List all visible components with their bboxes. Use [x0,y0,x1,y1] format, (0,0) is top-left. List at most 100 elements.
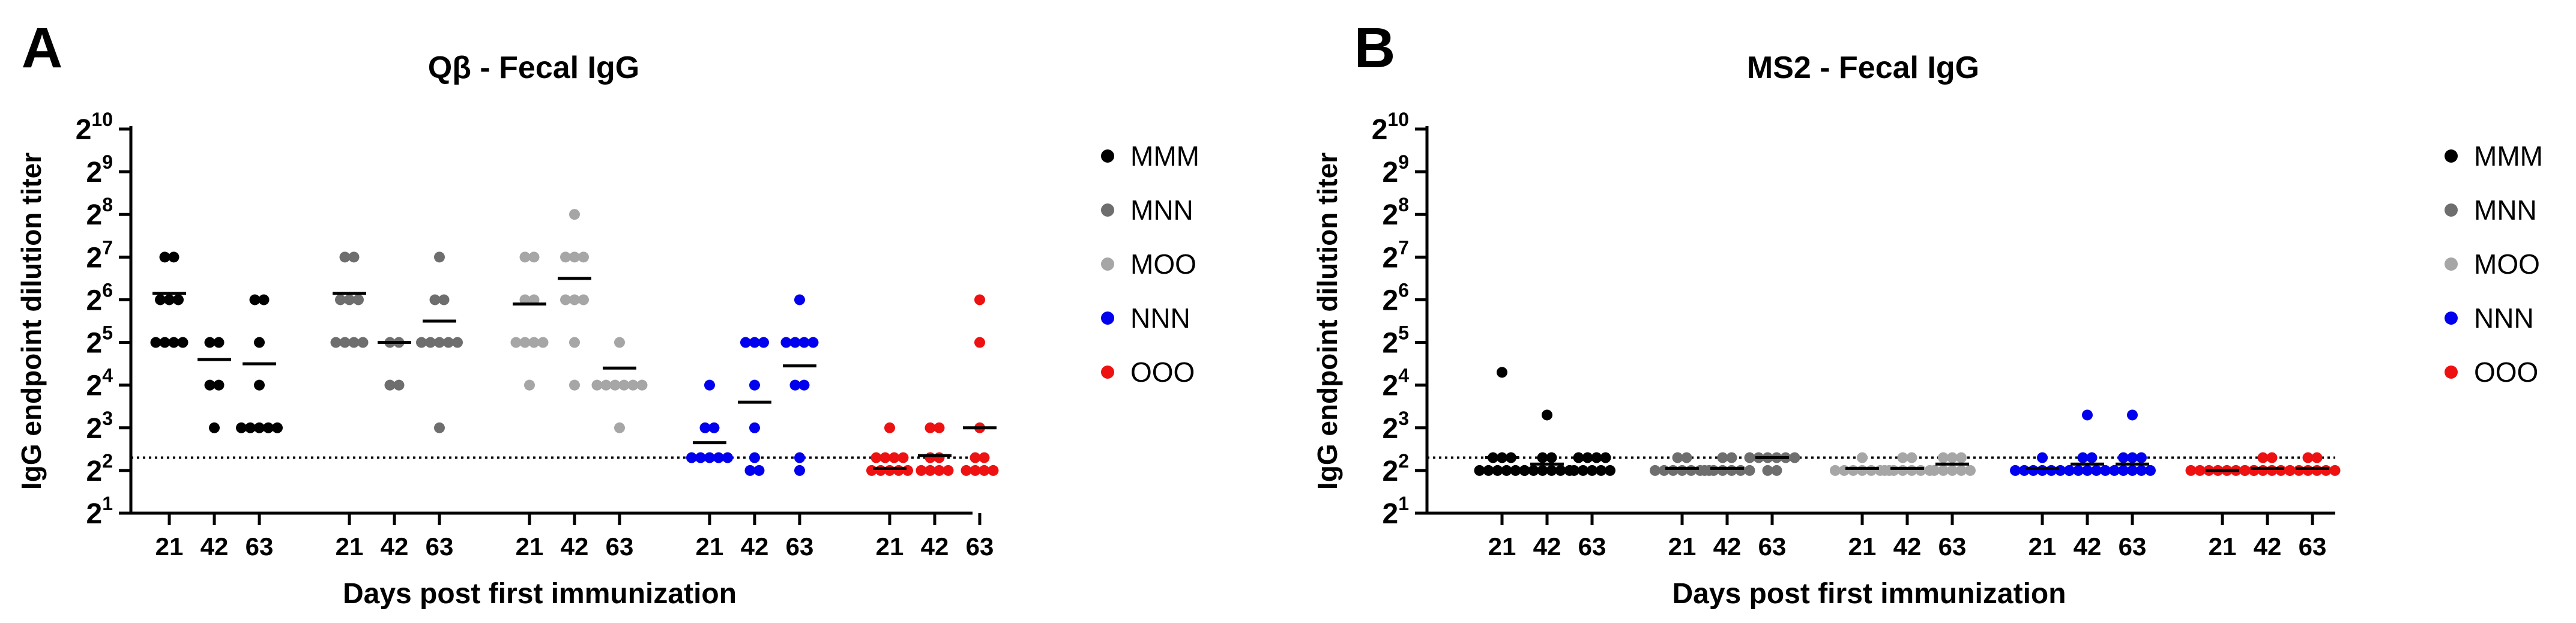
y-tick-exponent: 10 [91,109,113,130]
data-point-nnn [2064,465,2075,476]
x-tick-label: 63 [426,532,454,561]
data-point-mmm [204,337,216,348]
data-point-mnn [438,294,450,305]
data-point-mmm [159,337,170,348]
data-point-mnn [393,379,405,391]
y-tick-base: 2 [1372,114,1388,146]
data-point-mnn [452,337,463,348]
data-point-moo [591,379,603,391]
x-tick-label: 42 [1713,532,1742,561]
data-point-mnn [425,337,436,348]
data-point-ooo [979,452,990,463]
data-point-mmm [213,337,225,348]
y-tick-exponent: 4 [102,365,113,387]
data-point-moo [569,379,580,391]
data-point-nnn [699,422,711,433]
data-point-nnn [708,422,720,433]
data-point-nnn [740,337,751,348]
data-point-nnn [2091,465,2102,476]
y-tick-label: 28 [86,194,113,231]
y-tick-exponent: 2 [1398,450,1409,472]
data-point-moo [1965,465,1976,476]
data-point-mnn [1744,465,1755,476]
data-point-ooo [2266,452,2278,463]
x-tick-label: 21 [336,532,364,561]
x-tick-label: 42 [561,532,589,561]
data-point-ooo [897,452,909,463]
data-point-moo [528,337,540,348]
data-point-moo [510,337,522,348]
data-point-mnn [348,251,360,263]
y-tick-exponent: 7 [102,236,113,258]
data-point-mnn [1717,452,1728,463]
y-tick-base: 2 [86,498,103,530]
data-point-mmm [1587,465,1597,476]
x-tick-label: 63 [966,532,994,561]
x-tick-label: 63 [1578,532,1606,561]
y-tick-label: 22 [86,450,113,487]
data-point-mmm [1492,465,1503,476]
data-point-mmm [263,422,274,433]
data-point-mmm [213,379,225,391]
x-tick-label: 21 [1668,532,1697,561]
y-tick-base: 2 [86,199,103,231]
data-point-ooo [902,465,913,476]
x-tick-label: 21 [2209,532,2237,561]
data-point-ooo [870,452,882,463]
data-point-moo [578,294,589,305]
data-point-mmm [1519,465,1530,476]
legend-marker-moo [1101,257,1114,271]
data-point-nnn [753,465,765,476]
data-point-moo [528,294,540,305]
data-point-nnn [2109,465,2120,476]
x-tick-label: 63 [2299,532,2327,561]
data-point-mmm [209,422,220,433]
data-point-ooo [961,465,972,476]
panel-label: B [1354,16,1396,80]
data-point-nnn [2077,452,2089,463]
data-point-mmm [1474,465,1485,476]
y-tick-base: 2 [1383,199,1399,231]
y-tick-exponent: 6 [1398,279,1409,301]
x-tick-label: 63 [786,532,814,561]
data-point-moo [1929,465,1940,476]
data-point-nnn [2127,465,2138,476]
data-point-nnn [758,337,769,348]
y-tick-base: 2 [86,242,103,274]
x-tick-label: 21 [1848,532,1877,561]
legend-label-nnn: NNN [2474,302,2534,334]
y-tick-label: 26 [86,279,113,316]
data-point-mnn [339,337,351,348]
data-point-mmm [168,251,179,263]
data-point-ooo [970,465,981,476]
data-point-mmm [159,251,170,263]
data-point-mmm [1497,367,1507,378]
data-point-mnn [1771,465,1782,476]
data-point-mmm [1501,465,1512,476]
x-tick-label: 42 [2254,532,2282,561]
legend-label-mmm: MMM [1130,140,1199,172]
data-point-nnn [713,452,724,463]
data-point-mmm [150,337,161,348]
data-point-moo [560,251,571,263]
data-point-mmm [1542,409,1552,421]
x-tick-label: 42 [381,532,409,561]
data-point-nnn [2100,465,2111,476]
data-point-mmm [254,337,265,348]
legend-label-mmm: MMM [2474,140,2543,172]
data-point-mnn [1726,452,1737,463]
data-point-mnn [434,251,445,263]
y-tick-exponent: 9 [1398,151,1409,173]
y-tick-label: 29 [1383,151,1410,188]
data-point-moo [609,379,621,391]
legend-marker-mmm [1101,149,1114,163]
y-tick-base: 2 [86,456,103,487]
data-point-mmm [1528,465,1539,476]
y-tick-base: 2 [1383,456,1399,487]
data-point-moo [569,337,580,348]
data-point-moo [537,337,549,348]
y-tick-label: 29 [86,151,113,188]
data-point-ooo [2194,465,2206,476]
y-tick-base: 2 [86,370,103,402]
y-tick-exponent: 10 [1387,109,1409,130]
